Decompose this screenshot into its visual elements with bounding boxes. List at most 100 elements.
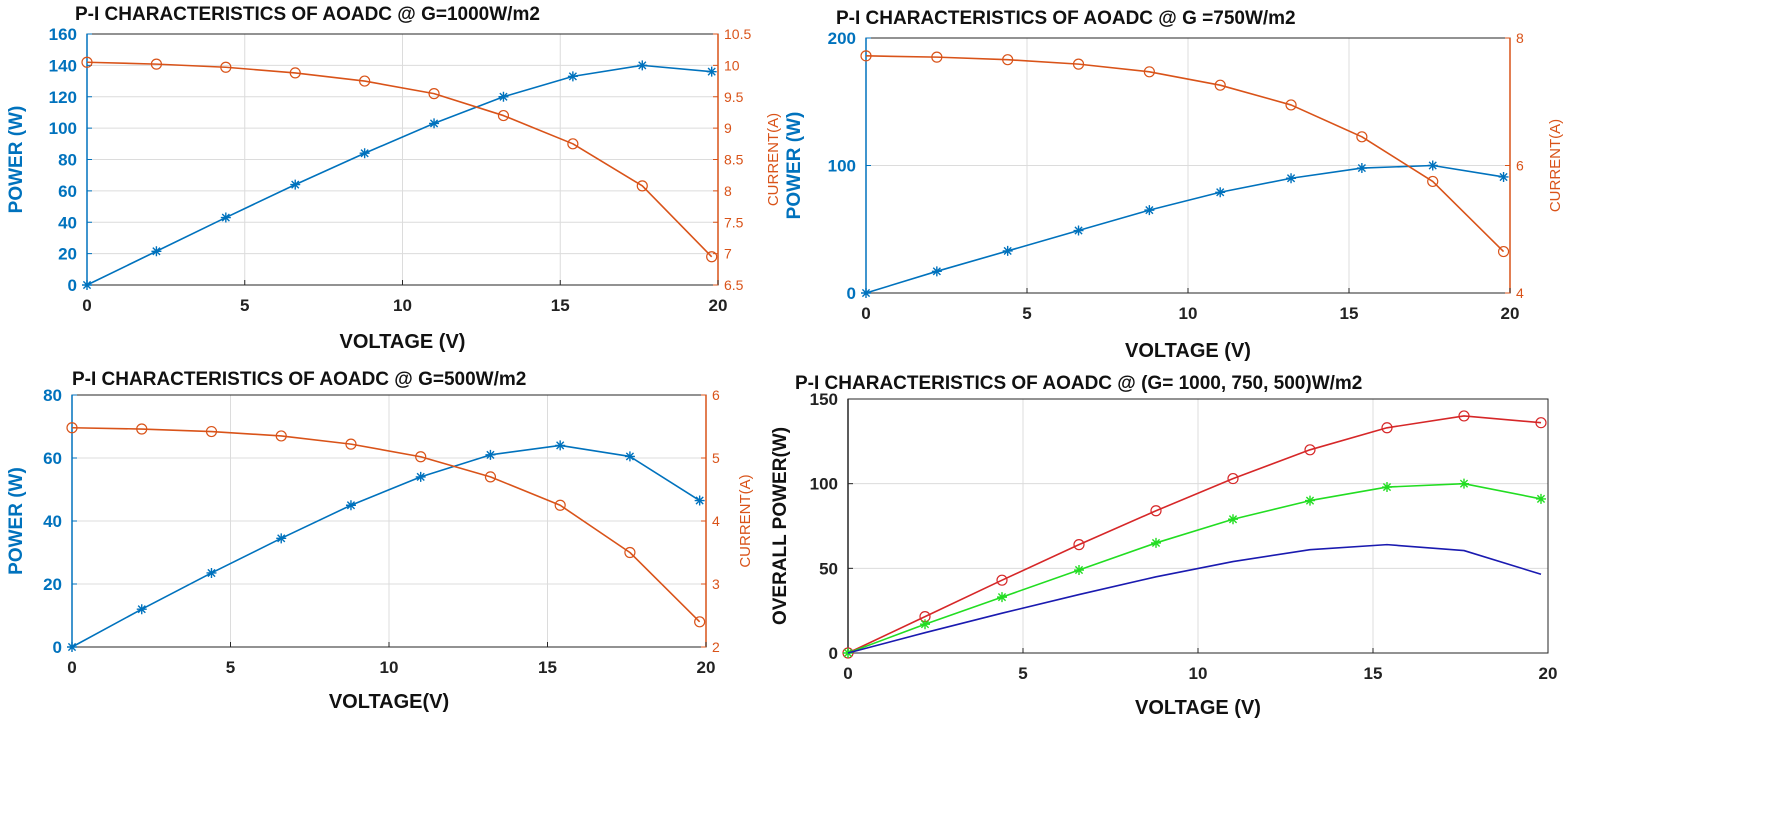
y-right-tick-label: 5: [712, 450, 720, 466]
data-point-circle: [1381, 422, 1393, 434]
x-tick-label: 20: [1501, 304, 1520, 323]
chart-title: P-I CHARACTERISTICS OF AOADC @ G=500W/m2: [72, 369, 526, 390]
y-axis-label: POWER (W): [784, 112, 805, 220]
data-point-star: [1074, 565, 1084, 576]
data-point-star: [151, 246, 162, 257]
data-point-circle: [554, 499, 566, 511]
data-point-star: [345, 500, 356, 511]
y-tick-label: 40: [58, 213, 77, 232]
data-point-star: [1459, 478, 1469, 489]
data-point-star: [1286, 173, 1297, 184]
x-tick-label: 15: [551, 296, 570, 315]
data-point-circle: [931, 51, 943, 63]
data-point-star: [1305, 495, 1315, 506]
data-point-circle: [996, 574, 1008, 586]
series-line-1: [847, 415, 1542, 654]
data-point-circle: [636, 180, 648, 192]
data-point-star: [82, 280, 92, 290]
x-tick-label: 20: [1539, 664, 1558, 683]
data-point-circle: [1002, 54, 1014, 66]
data-point-circle: [289, 67, 301, 79]
data-point-star: [694, 495, 705, 506]
data-point-star: [1536, 493, 1546, 504]
x-tick-label: 20: [709, 296, 728, 315]
chart-4: P-I CHARACTERISTICS OF AOADC @ (G= 1000,…: [770, 373, 1557, 719]
y-tick-label: 100: [810, 475, 838, 494]
y-right-tick-label: 6.5: [724, 277, 744, 293]
chart-1: P-I CHARACTERISTICS OF AOADC @ G=1000W/m…: [6, 4, 782, 353]
series-line-1: [865, 164, 1504, 294]
y-right-tick-label: 8: [724, 183, 732, 199]
data-point-circle: [1497, 245, 1510, 258]
x-axis-label: VOLTAGE (V): [1125, 340, 1251, 362]
x-tick-label: 0: [82, 296, 91, 315]
data-point-star: [485, 449, 496, 460]
data-point-circle: [1227, 472, 1239, 485]
y-tick-label: 0: [68, 276, 77, 295]
data-point-circle: [624, 546, 636, 559]
data-point-star: [67, 642, 77, 652]
y-right-tick-label: 4: [712, 513, 720, 529]
y-tick-label: 100: [828, 157, 856, 176]
y-right-tick-label: 9: [724, 120, 732, 136]
data-point-circle: [1304, 444, 1316, 456]
y-right-tick-label: 8: [1516, 30, 1524, 46]
y-tick-label: 0: [847, 284, 856, 303]
data-point-circle: [1458, 410, 1470, 422]
data-point-star: [1002, 245, 1013, 256]
data-point-circle: [275, 430, 287, 442]
x-tick-label: 5: [226, 658, 235, 677]
y-right-tick-label: 10.5: [724, 26, 751, 42]
data-point-circle: [1356, 131, 1368, 143]
x-tick-label: 5: [1022, 304, 1031, 323]
data-point-star: [931, 266, 942, 277]
y-tick-label: 20: [43, 575, 62, 594]
x-axis-label: VOLTAGE (V): [340, 331, 466, 353]
y-tick-label: 80: [58, 151, 77, 170]
data-point-circle: [415, 451, 427, 463]
y-axis-label: OVERALL POWER(W): [770, 427, 791, 625]
series-line-2: [847, 482, 1542, 654]
y-tick-label: 150: [810, 390, 838, 409]
data-point-star: [206, 567, 217, 578]
x-tick-label: 0: [67, 658, 76, 677]
y-right-tick-label: 7.5: [724, 214, 744, 230]
data-point-star: [1073, 225, 1084, 236]
y-axis-label: POWER (W): [6, 467, 27, 575]
data-point-circle: [694, 616, 706, 628]
y-tick-label: 200: [828, 29, 856, 48]
data-point-circle: [428, 88, 440, 100]
chart-title: P-I CHARACTERISTICS OF AOADC @ G =750W/m…: [836, 8, 1296, 29]
data-point-circle: [150, 58, 163, 70]
y-right-tick-label: 6: [1516, 158, 1524, 174]
x-tick-label: 5: [240, 296, 249, 315]
x-tick-label: 10: [380, 658, 399, 677]
chart-title: P-I CHARACTERISTICS OF AOADC @ (G= 1000,…: [795, 373, 1362, 394]
data-point-star: [920, 619, 930, 630]
series-line-1: [71, 444, 701, 648]
y-tick-label: 160: [49, 25, 77, 44]
data-point-circle: [205, 425, 218, 438]
y-right-tick-label: 9.5: [724, 89, 744, 105]
data-point-star: [1215, 187, 1226, 198]
data-point-star: [276, 533, 287, 544]
y-right-tick-label: 6: [712, 387, 720, 403]
chart-title: P-I CHARACTERISTICS OF AOADC @ G=1000W/m…: [75, 4, 540, 25]
data-point-circle: [1150, 505, 1162, 517]
y-tick-label: 50: [819, 559, 838, 578]
y-tick-label: 80: [43, 386, 62, 405]
data-point-circle: [1214, 79, 1226, 91]
data-point-star: [1151, 537, 1161, 548]
data-point-circle: [706, 251, 718, 263]
x-tick-label: 10: [1179, 304, 1198, 323]
series-line-1: [86, 64, 712, 286]
x-tick-label: 10: [1189, 664, 1208, 683]
x-axis-label: VOLTAGE(V): [329, 691, 449, 713]
chart-3: P-I CHARACTERISTICS OF AOADC @ G=500W/m2…: [6, 369, 754, 713]
data-point-circle: [345, 438, 357, 450]
data-point-star: [1427, 160, 1438, 171]
data-point-star: [498, 91, 509, 102]
series-line-2: [86, 61, 713, 258]
data-point-star: [637, 60, 648, 71]
data-point-circle: [220, 61, 232, 73]
